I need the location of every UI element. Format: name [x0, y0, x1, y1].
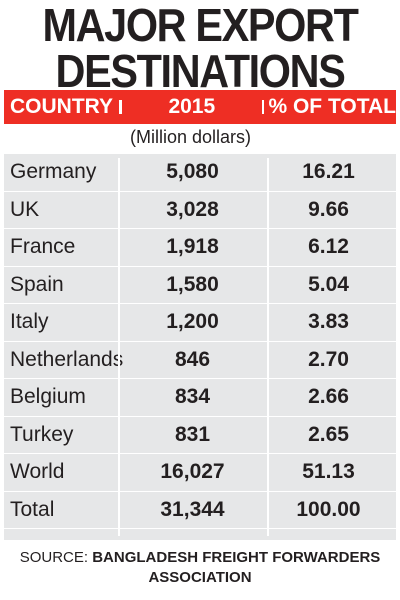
table-row: Netherlands 846 2.70 [4, 342, 396, 379]
table-row: France 1,918 6.12 [4, 229, 396, 267]
data-table: Germany 5,080 16.21 UK 3,028 9.66 France 1,918 6… [4, 154, 396, 540]
source-text: BANGLADESH FREIGHT FORWARDERS ASSOCIATIO… [92, 549, 381, 586]
header-year: 2015 [168, 95, 216, 118]
table-row: World 16,027 51.13 [4, 454, 396, 492]
country-cell: Netherlands [10, 347, 124, 371]
table-row: Spain 1,580 5.04 [4, 267, 396, 304]
percent-cell: 6.12 [308, 235, 349, 259]
header-divider [261, 100, 265, 114]
table-row: Turkey 831 2.65 [4, 417, 396, 454]
header-percent: % OF TOTAL [268, 95, 396, 118]
table-row: Italy 1,200 3.83 [4, 304, 396, 342]
value-cell: 834 [174, 385, 211, 409]
country-cell: France [10, 235, 76, 259]
percent-cell: 100.00 [296, 497, 361, 521]
table-row: Total 31,344 100.00 [4, 492, 396, 529]
value-cell: 831 [174, 422, 211, 446]
percent-cell: 16.21 [302, 160, 355, 184]
title-line-1: MAJOR EXPORT [42, 0, 358, 51]
table-row: UK 3,028 9.66 [4, 192, 396, 229]
percent-cell: 5.04 [308, 272, 349, 296]
percent-cell: 9.66 [308, 197, 349, 221]
value-cell: 16,027 [160, 460, 225, 484]
table-header: COUNTRY 2015 % OF TOTAL [4, 90, 396, 124]
value-cell: 846 [174, 347, 211, 371]
country-cell: UK [10, 197, 40, 221]
table-row: Belgium 834 2.66 [4, 379, 396, 417]
percent-cell: 2.70 [308, 347, 349, 371]
table-body: Germany 5,080 16.21 UK 3,028 9.66 France 1,918 6… [4, 154, 396, 529]
value-cell: 1,918 [166, 235, 219, 259]
country-cell: Spain [10, 272, 64, 296]
column-divider [118, 158, 120, 536]
country-cell: Turkey [10, 422, 74, 446]
title-line-2: DESTINATIONS [55, 45, 346, 97]
country-cell: Germany [10, 160, 97, 184]
country-cell: World [10, 460, 65, 484]
column-divider [267, 158, 269, 536]
percent-cell: 2.66 [308, 385, 349, 409]
value-cell: 1,200 [166, 310, 219, 334]
value-cell: 1,580 [166, 272, 219, 296]
country-cell: Italy [10, 310, 49, 334]
unit-note: (Million dollars) [130, 127, 252, 147]
percent-cell: 2.65 [308, 422, 349, 446]
country-cell: Total [10, 497, 55, 521]
country-cell: Belgium [10, 385, 86, 409]
table-row: Germany 5,080 16.21 [4, 154, 396, 192]
chart-title: MAJOR EXPORT DESTINATIONS [20, 0, 380, 94]
value-cell: 31,344 [160, 497, 225, 521]
header-country: COUNTRY [10, 95, 114, 118]
value-cell: 5,080 [166, 160, 219, 184]
percent-cell: 3.83 [308, 310, 349, 334]
source-label: SOURCE: [19, 549, 89, 566]
header-divider [119, 100, 123, 114]
value-cell: 3,028 [166, 197, 219, 221]
source-note: SOURCE: BANGLADESH FREIGHT FORWARDERS AS… [0, 548, 400, 588]
percent-cell: 51.13 [302, 460, 355, 484]
